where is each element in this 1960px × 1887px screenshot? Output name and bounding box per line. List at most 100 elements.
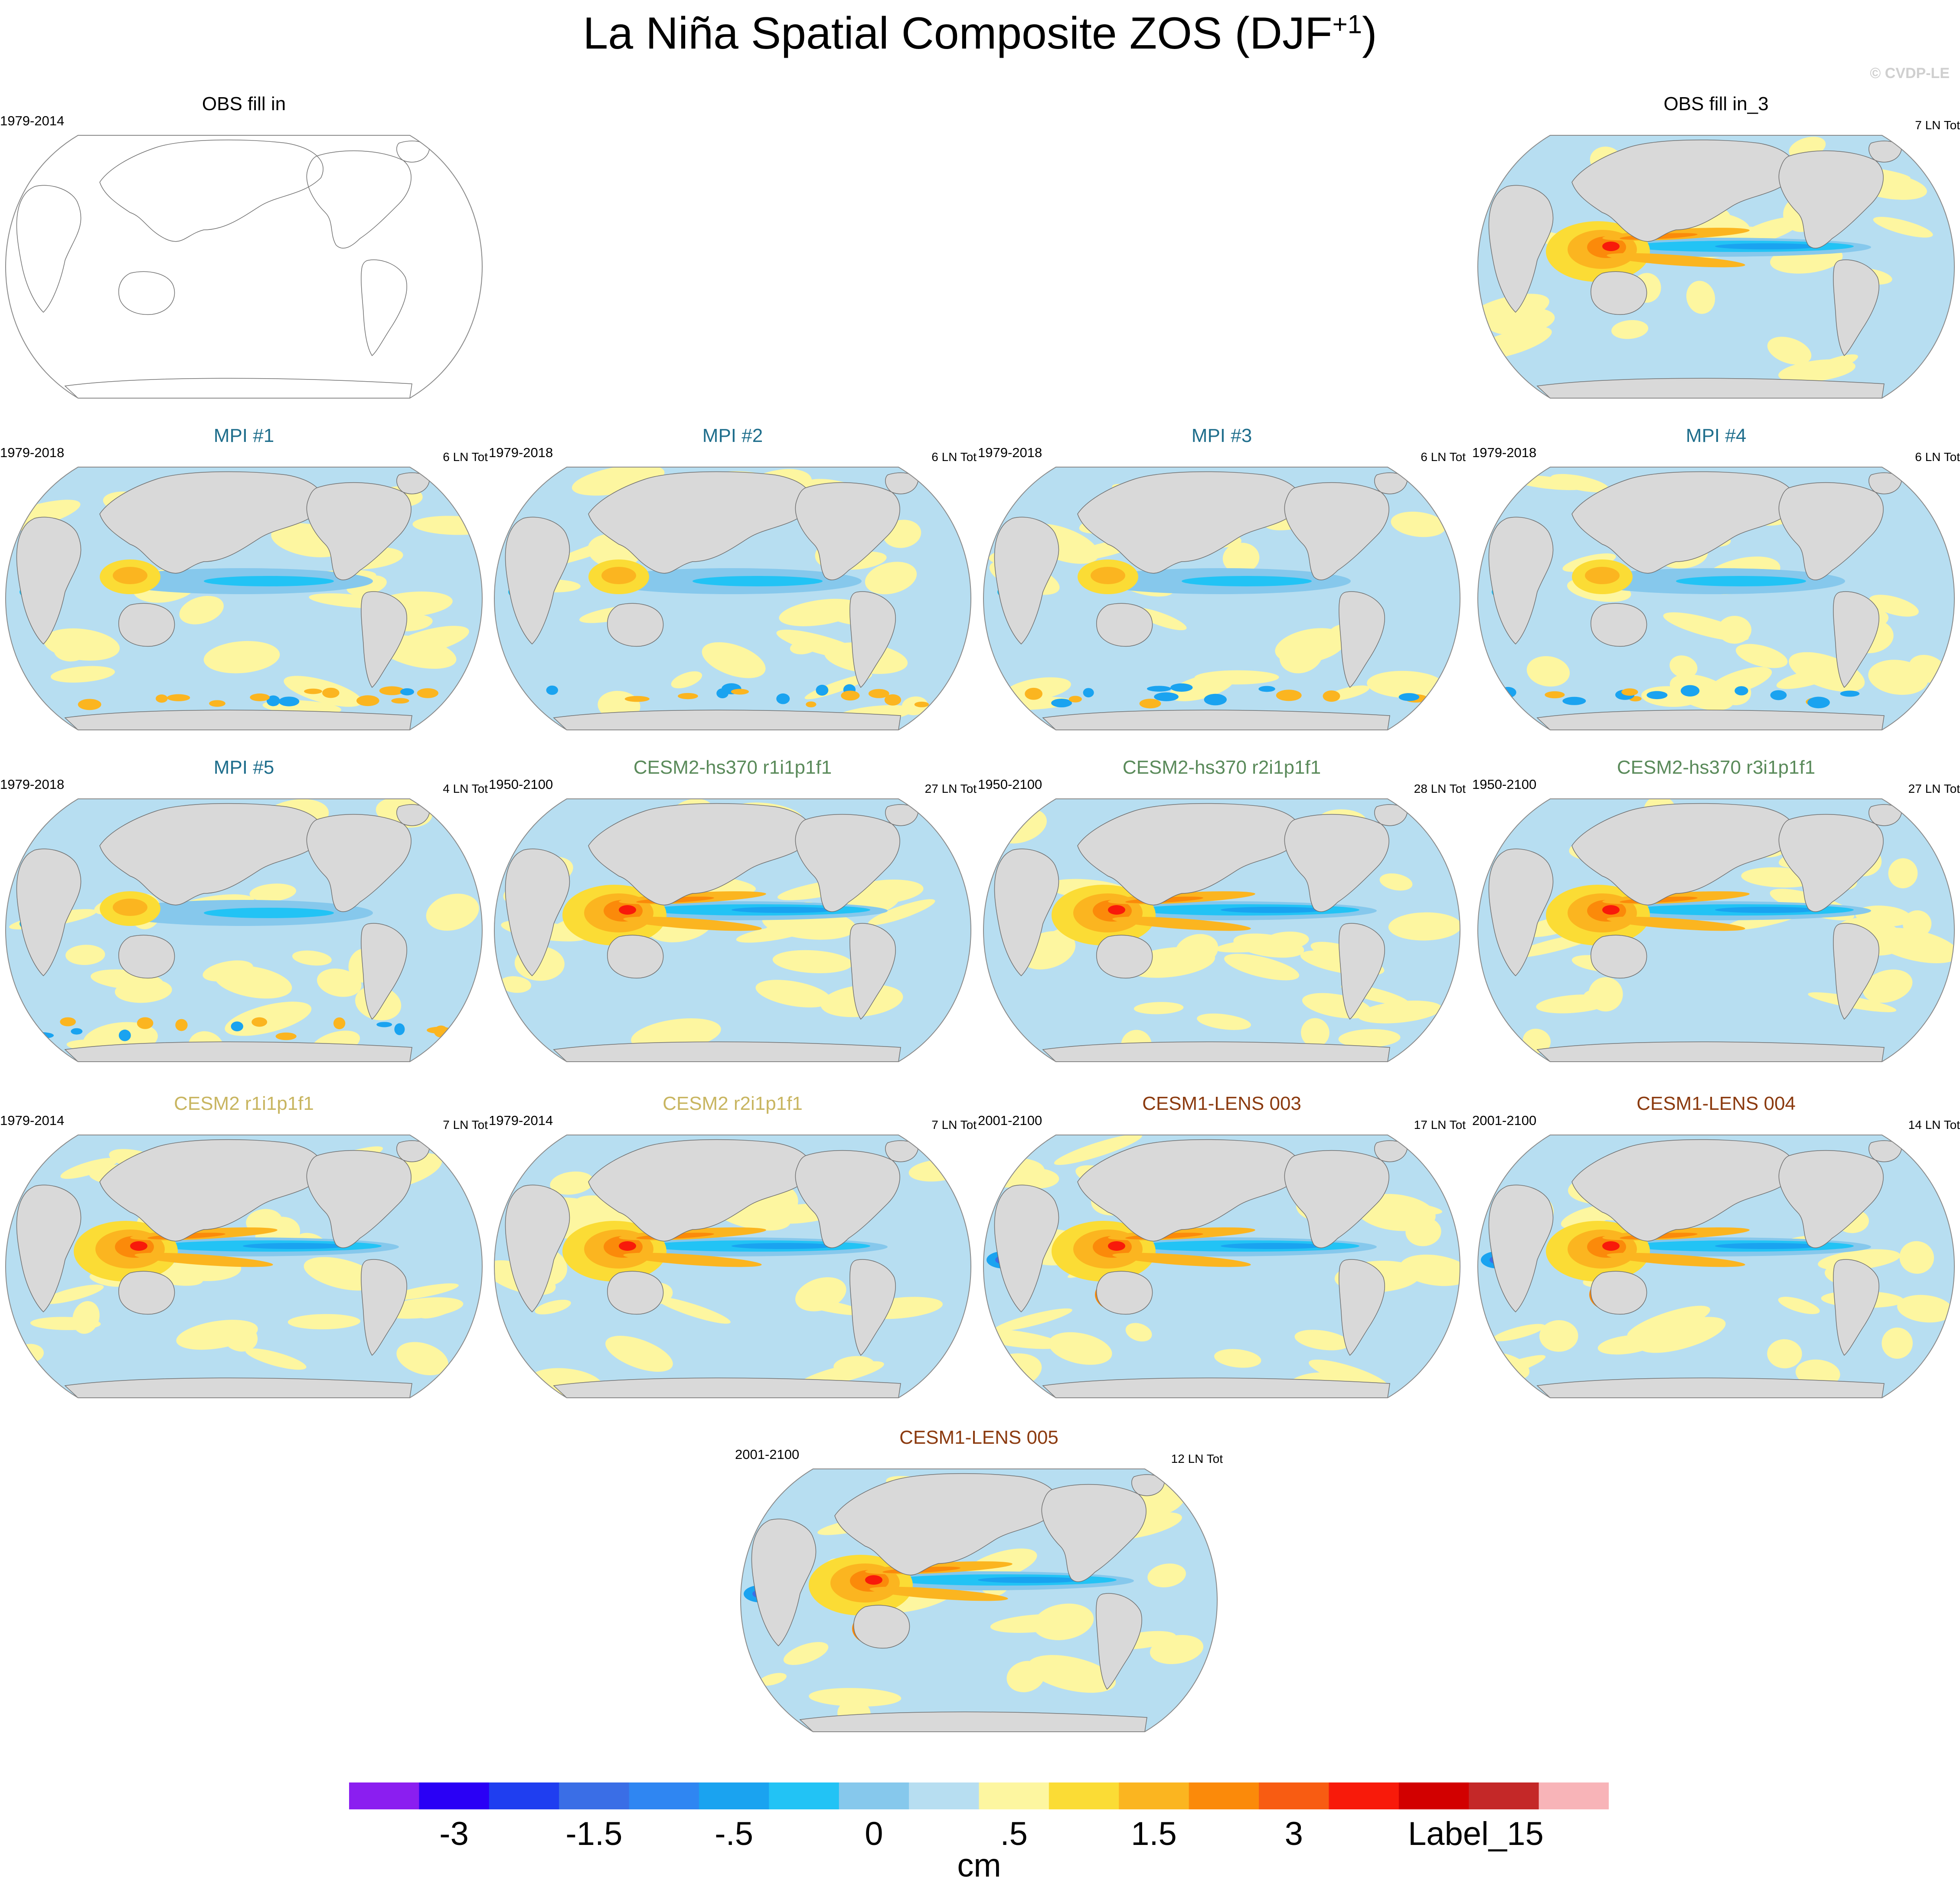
map-obs-fill-in	[5, 135, 483, 399]
colorbar-tick-label: 3	[1284, 1815, 1303, 1852]
watermark: © CVDP-LE	[1870, 65, 1950, 82]
colorbar-swatch-17	[1539, 1782, 1609, 1809]
continent-north-america	[1778, 814, 1884, 912]
continent-australia	[118, 603, 175, 647]
continent-antarctica	[1536, 1041, 1885, 1062]
panel-event-count: 7 LN Tot	[443, 1118, 488, 1132]
field-layer	[1478, 135, 1954, 398]
map-panel-obs-fill-in-3: OBS fill in_3 7 LN Tot	[1472, 93, 1960, 406]
field-layer	[6, 799, 482, 1062]
map-panel-mpi-1: MPI #1 1979-2018 6 LN Tot	[0, 425, 488, 737]
colorbar-swatch-1	[419, 1782, 490, 1809]
panel-years: 2001-2100	[978, 1113, 1042, 1128]
continent-greenland	[1374, 804, 1408, 826]
continent-south-america	[849, 591, 896, 688]
continent-eurasia	[99, 803, 323, 906]
panel-event-count: 6 LN Tot	[1915, 450, 1960, 464]
continent-greenland	[1374, 472, 1408, 494]
panel-event-count: 27 LN Tot	[924, 782, 977, 795]
continent-greenland	[1869, 1140, 1902, 1162]
map-mpi-4	[1477, 467, 1955, 730]
continent-eurasia	[1571, 803, 1796, 906]
continent-africa	[16, 517, 82, 645]
map-mpi-5	[5, 798, 483, 1062]
colorbar-swatch-14	[1329, 1782, 1399, 1809]
globe-outline	[740, 1468, 1218, 1732]
continent-antarctica	[64, 1377, 412, 1398]
panel-title: MPI #4	[1686, 425, 1747, 446]
colorbar-swatch-8	[909, 1782, 979, 1809]
globe-outline	[983, 1135, 1461, 1398]
colorbar-swatch-0	[349, 1782, 419, 1809]
continent-australia	[1096, 1271, 1153, 1315]
continent-north-america	[1778, 150, 1884, 249]
continent-south-america	[849, 923, 896, 1020]
continent-antarctica	[64, 710, 412, 730]
colorbar-swatch-2	[489, 1782, 559, 1809]
continent-eurasia	[1077, 1139, 1301, 1242]
continent-africa	[16, 848, 82, 977]
continent-australia	[607, 1271, 664, 1315]
field-layer	[983, 467, 1460, 730]
continent-antarctica	[64, 378, 412, 398]
panel-title: CESM2 r2i1p1f1	[663, 1093, 803, 1114]
map-panel-cesm2-hs370-r1: CESM2-hs370 r1i1p1f1 1950-2100 27 LN Tot	[489, 757, 977, 1069]
panel-title: CESM1-LENS 003	[1142, 1093, 1301, 1114]
continent-greenland	[1869, 472, 1902, 494]
map-panel-mpi-5: MPI #5 1979-2018 4 LN Tot	[0, 757, 488, 1069]
continent-south-america	[361, 259, 407, 356]
colorbar-swatch-15	[1398, 1782, 1469, 1809]
continent-greenland	[396, 804, 430, 826]
colorbar-tick-label: 0	[865, 1815, 883, 1852]
continent-antarctica	[1536, 710, 1885, 730]
map-panel-cesm1-lens-004: CESM1-LENS 004 2001-2100 14 LN Tot	[1472, 1093, 1960, 1405]
map-panel-mpi-3: MPI #3 1979-2018 6 LN Tot	[978, 425, 1466, 737]
map-panel-mpi-4: MPI #4 1979-2018 6 LN Tot	[1472, 425, 1960, 737]
map-cesm2-r2	[493, 1135, 972, 1398]
panel-event-count: 7 LN Tot	[931, 1118, 977, 1132]
panel-title: MPI #3	[1191, 425, 1252, 446]
map-panel-cesm1-lens-005: CESM1-LENS 005 2001-2100 12 LN Tot	[735, 1427, 1223, 1739]
continent-north-america	[1778, 1150, 1884, 1248]
continent-australia	[1591, 603, 1647, 647]
continent-australia	[607, 603, 664, 647]
continent-south-america	[1833, 1259, 1879, 1356]
continent-south-america	[361, 923, 407, 1020]
map-panel-cesm2-r2: CESM2 r2i1p1f1 1979-2014 7 LN Tot	[489, 1093, 977, 1405]
continent-africa	[994, 1184, 1059, 1313]
panel-event-count: 27 LN Tot	[1908, 782, 1960, 795]
globe-outline	[1477, 467, 1955, 730]
continent-south-america	[1339, 923, 1385, 1020]
panel-event-count: 7 LN Tot	[1915, 118, 1960, 132]
colorbar-tick-label: 1.5	[1131, 1815, 1177, 1852]
continent-greenland	[396, 141, 430, 163]
map-panel-mpi-2: MPI #2 1979-2018 6 LN Tot	[489, 425, 977, 737]
globe-outline	[493, 798, 972, 1062]
field-layer	[494, 1135, 971, 1398]
colorbar-tick-label: -3	[439, 1815, 469, 1852]
continent-eurasia	[588, 803, 812, 906]
continent-north-america	[1284, 814, 1389, 912]
continent-greenland	[1869, 804, 1902, 826]
colorbar-swatch-3	[559, 1782, 630, 1809]
panel-title: OBS fill in_3	[1663, 93, 1769, 114]
map-cesm1-lens-005	[740, 1468, 1218, 1732]
continent-greenland	[885, 804, 918, 826]
continent-africa	[751, 1518, 817, 1647]
colorbar-units: cm	[957, 1847, 1001, 1884]
continent-south-america	[1339, 591, 1385, 688]
field-layer	[1478, 1135, 1954, 1398]
map-cesm1-lens-004	[1477, 1135, 1955, 1398]
panel-title: CESM1-LENS 005	[899, 1427, 1058, 1448]
globe-outline	[493, 1135, 972, 1398]
colorbar-swatch-5	[699, 1782, 769, 1809]
panel-title: MPI #1	[213, 425, 274, 446]
panel-title: CESM1-LENS 004	[1637, 1093, 1796, 1114]
colorbar-swatch-10	[1049, 1782, 1119, 1809]
map-mpi-2	[493, 467, 972, 730]
map-panel-cesm2-hs370-r2: CESM2-hs370 r2i1p1f1 1950-2100 28 LN Tot	[978, 757, 1466, 1069]
continent-antarctica	[1042, 1041, 1390, 1062]
continent-north-america	[1284, 1150, 1389, 1248]
globe-outline	[1477, 798, 1955, 1062]
field-layer	[494, 799, 971, 1062]
